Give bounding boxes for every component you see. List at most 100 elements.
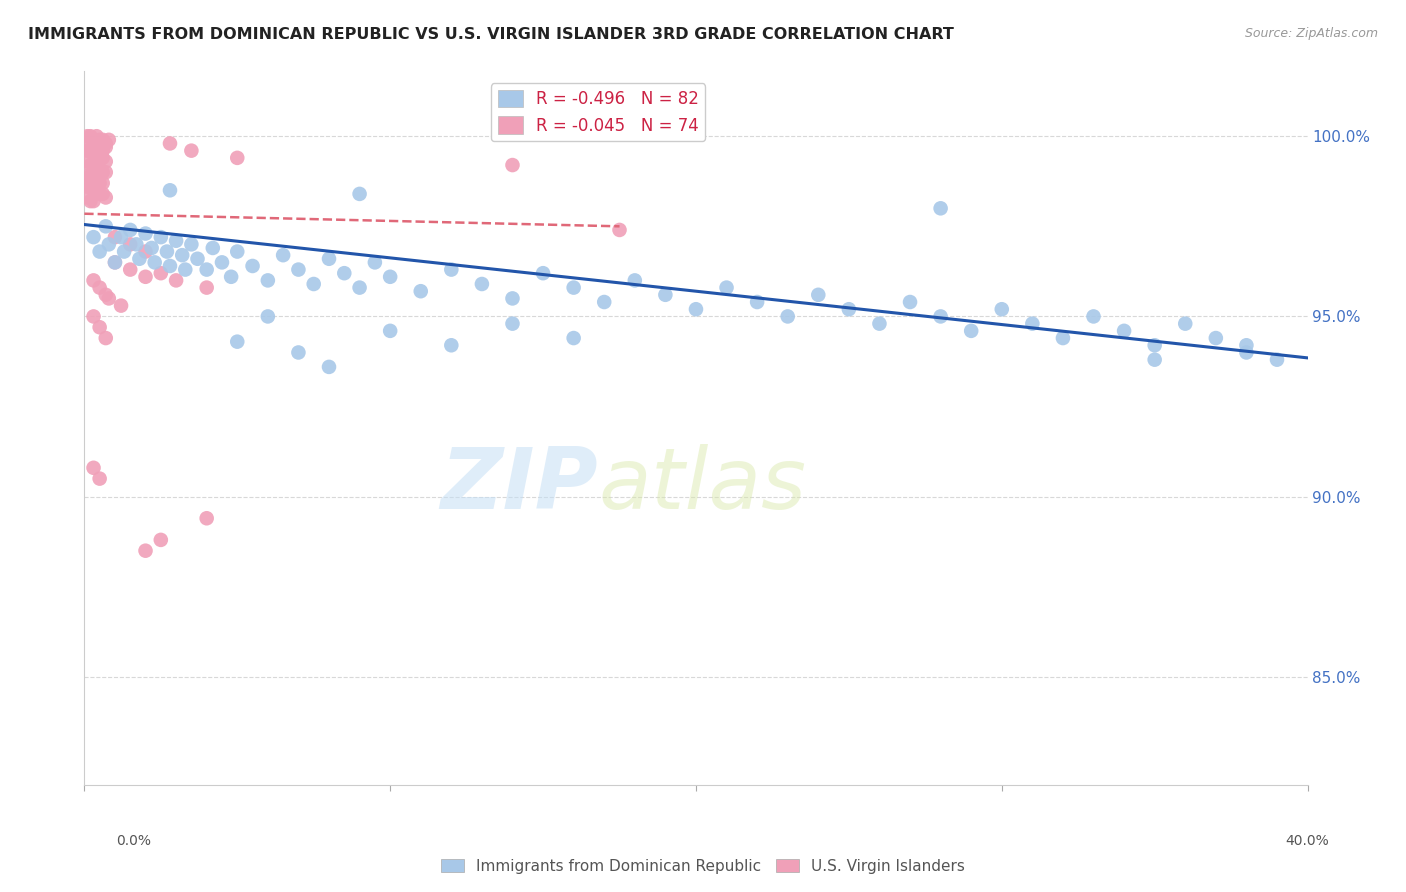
Point <box>83 183 105 197</box>
Point <box>440 262 463 277</box>
Point <box>747 295 769 310</box>
Point <box>1265 352 1288 367</box>
Text: 0.0%: 0.0% <box>117 834 150 848</box>
Point <box>79 179 101 194</box>
Point <box>156 244 179 259</box>
Point <box>502 158 524 172</box>
Point <box>86 140 108 154</box>
Point <box>120 237 142 252</box>
Point <box>165 273 187 287</box>
Point <box>94 136 117 151</box>
Point <box>89 176 111 190</box>
Point <box>83 460 105 475</box>
Point <box>89 133 111 147</box>
Point <box>125 237 148 252</box>
Point <box>135 543 157 558</box>
Legend: R = -0.496   N = 82, R = -0.045   N = 74: R = -0.496 N = 82, R = -0.045 N = 74 <box>491 83 706 141</box>
Point <box>1174 317 1197 331</box>
Point <box>226 244 249 259</box>
Point <box>531 266 554 280</box>
Point <box>195 262 218 277</box>
Point <box>141 241 163 255</box>
Point <box>135 244 157 259</box>
Point <box>471 277 494 291</box>
Point <box>593 295 616 310</box>
Point <box>91 133 114 147</box>
Point <box>79 144 101 158</box>
Point <box>502 292 524 306</box>
Point <box>83 194 105 208</box>
Point <box>83 273 105 287</box>
Point <box>1143 338 1166 352</box>
Point <box>149 533 172 547</box>
Point <box>609 223 631 237</box>
Legend: Immigrants from Dominican Republic, U.S. Virgin Islanders: Immigrants from Dominican Republic, U.S.… <box>434 853 972 880</box>
Point <box>94 154 117 169</box>
Point <box>110 299 132 313</box>
Point <box>318 252 340 266</box>
Point <box>86 172 108 186</box>
Point <box>97 237 120 252</box>
Point <box>165 234 187 248</box>
Point <box>89 244 111 259</box>
Point <box>159 183 181 197</box>
Point <box>440 338 463 352</box>
Point <box>929 202 952 216</box>
Point <box>91 176 114 190</box>
Point <box>287 345 309 359</box>
Point <box>211 255 233 269</box>
Point <box>624 273 647 287</box>
Point <box>94 140 117 154</box>
Point <box>991 302 1014 317</box>
Point <box>76 154 98 169</box>
Point <box>83 147 105 161</box>
Point <box>83 136 105 151</box>
Point <box>83 230 105 244</box>
Point <box>79 169 101 183</box>
Point <box>1143 352 1166 367</box>
Text: Source: ZipAtlas.com: Source: ZipAtlas.com <box>1244 27 1378 40</box>
Point <box>380 269 402 284</box>
Point <box>807 288 830 302</box>
Point <box>287 262 309 277</box>
Point <box>97 292 120 306</box>
Point <box>110 230 132 244</box>
Point <box>120 223 142 237</box>
Point <box>242 259 264 273</box>
Point <box>716 280 738 294</box>
Point <box>180 144 202 158</box>
Point <box>143 255 166 269</box>
Point <box>654 288 676 302</box>
Point <box>94 190 117 204</box>
Point <box>91 151 114 165</box>
Point <box>1021 317 1043 331</box>
Point <box>76 129 98 144</box>
Point <box>271 248 294 262</box>
Point <box>91 186 114 201</box>
Point <box>104 230 127 244</box>
Point <box>960 324 983 338</box>
Point <box>502 317 524 331</box>
Point <box>79 129 101 144</box>
Point <box>86 183 108 197</box>
Point <box>97 133 120 147</box>
Point <box>302 277 325 291</box>
Point <box>1052 331 1074 345</box>
Point <box>1083 310 1105 324</box>
Point <box>685 302 707 317</box>
Point <box>76 179 98 194</box>
Point <box>120 262 142 277</box>
Point <box>79 194 101 208</box>
Point <box>149 230 172 244</box>
Point <box>333 266 356 280</box>
Point <box>76 144 98 158</box>
Text: ZIP: ZIP <box>440 443 598 527</box>
Point <box>318 359 340 374</box>
Point <box>94 288 117 302</box>
Text: 40.0%: 40.0% <box>1285 834 1330 848</box>
Point <box>349 186 371 201</box>
Point <box>91 165 114 179</box>
Point <box>226 151 249 165</box>
Point <box>562 331 585 345</box>
Point <box>257 310 280 324</box>
